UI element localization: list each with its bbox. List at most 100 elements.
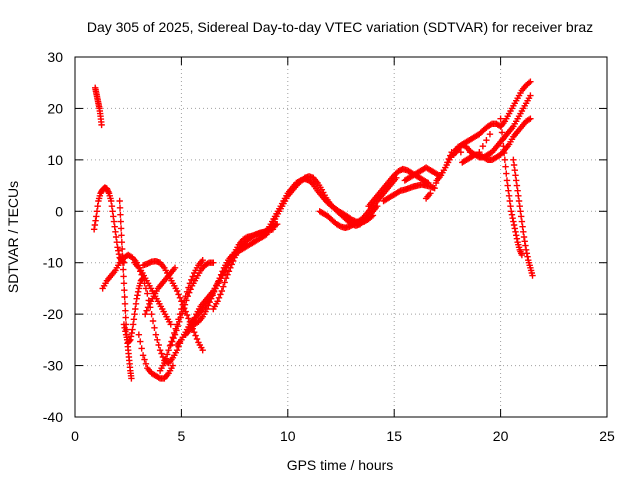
data-point [176, 318, 183, 326]
data-point [132, 300, 140, 308]
data-point [167, 321, 174, 328]
data-point [178, 310, 186, 317]
y-tick-label: 10 [47, 152, 63, 168]
data-series [510, 156, 536, 279]
data-point [444, 159, 451, 166]
data-point [500, 142, 507, 150]
data-point [152, 331, 160, 338]
data-point [529, 272, 536, 279]
data-point [149, 317, 157, 325]
data-point [122, 307, 129, 314]
data-point [517, 208, 524, 215]
chart-title: Day 305 of 2025, Sidereal Day-to-day VTE… [87, 19, 593, 35]
data-point [224, 271, 231, 278]
data-point [121, 293, 128, 301]
x-axis-label: GPS time / hours [287, 457, 394, 473]
x-tick-label: 5 [178, 428, 186, 444]
data-point [164, 351, 171, 358]
data-point [120, 280, 128, 287]
data-point [165, 346, 172, 354]
y-tick-label: 20 [47, 100, 63, 116]
x-tick-label: 15 [386, 428, 402, 444]
data-point [476, 148, 483, 156]
data-point [175, 291, 182, 298]
data-point [171, 331, 179, 338]
data-point [272, 221, 279, 229]
data-point [129, 326, 136, 333]
data-point [510, 221, 518, 229]
data-point [156, 346, 164, 354]
data-point [193, 335, 201, 343]
data-point [447, 152, 454, 159]
data-series [497, 115, 526, 259]
x-tick-label: 10 [280, 428, 296, 444]
data-point [431, 184, 438, 192]
x-tick-label: 20 [493, 428, 509, 444]
data-point [142, 310, 149, 318]
data-point [90, 226, 98, 233]
data-point [112, 228, 119, 236]
data-point [483, 136, 490, 144]
data-point [144, 304, 152, 311]
data-point [512, 172, 519, 179]
data-point [148, 310, 155, 318]
data-series [139, 257, 206, 354]
data-point [215, 294, 223, 302]
data-point [129, 321, 137, 328]
y-tick-label: -40 [43, 409, 63, 425]
data-point [117, 211, 124, 218]
data-point [501, 156, 509, 164]
data-point [191, 314, 199, 321]
data-point [137, 268, 144, 275]
data-series [92, 84, 105, 129]
y-axis: -40 -30 -20 -10 0 10 20 30 [43, 49, 607, 425]
data-point [142, 360, 150, 368]
data-point [116, 197, 123, 205]
data-point [142, 285, 150, 292]
data-point [513, 182, 521, 189]
data-point [505, 187, 512, 194]
data-point [93, 213, 100, 220]
data-point [178, 298, 185, 305]
data-point [513, 177, 520, 184]
data-point [181, 301, 189, 308]
data-series [131, 259, 185, 367]
data-point [527, 78, 534, 85]
data-point [139, 352, 147, 359]
data-series [142, 264, 179, 318]
data-series [267, 173, 381, 230]
data-point [92, 217, 99, 224]
data-point [171, 264, 179, 272]
data-point [185, 315, 192, 322]
data-point [514, 187, 521, 194]
data-point [519, 223, 526, 230]
data-point [508, 208, 515, 215]
data-point [138, 271, 145, 278]
data-point [432, 179, 440, 187]
data-point [204, 260, 211, 267]
data-point [518, 251, 526, 259]
data-point [199, 346, 206, 354]
data-point [517, 213, 525, 220]
data-point [503, 170, 510, 177]
data-point [524, 253, 531, 260]
data-point [139, 274, 147, 282]
y-tick-label: 0 [55, 203, 63, 219]
data-point [498, 122, 505, 129]
data-point [525, 116, 533, 123]
data-series [380, 181, 438, 205]
data-series [156, 256, 206, 374]
data-point [527, 92, 534, 99]
data-point [94, 202, 101, 210]
data-point [141, 280, 148, 287]
data-point [137, 338, 144, 345]
data-point [518, 218, 526, 225]
data-point [134, 292, 141, 299]
data-point [118, 245, 126, 253]
data-point [176, 294, 184, 302]
data-point [173, 287, 181, 295]
data-point [127, 333, 135, 340]
data-point [122, 314, 129, 321]
data-point [210, 259, 217, 266]
